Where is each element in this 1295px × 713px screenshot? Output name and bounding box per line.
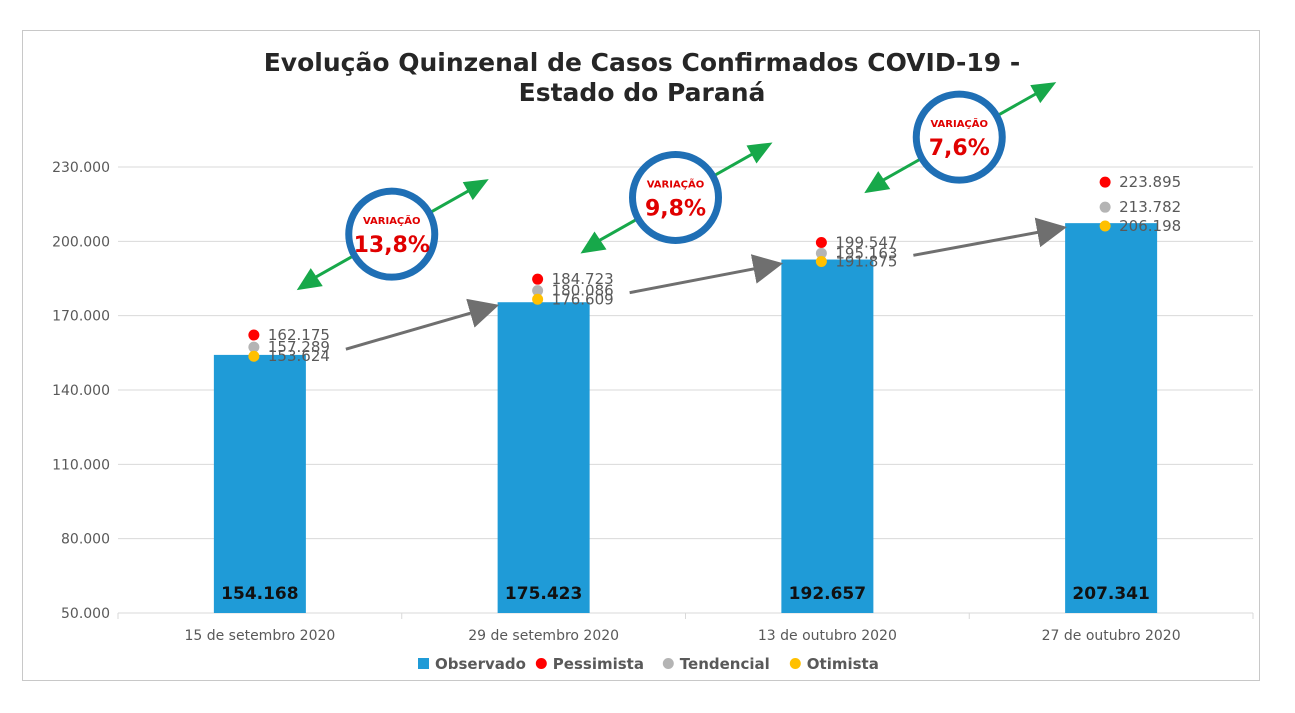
variation-title: VARIAÇÃO (647, 177, 705, 190)
chart-svg: Evolução Quinzenal de Casos Confirmados … (52, 48, 1254, 673)
bar-observado (781, 259, 874, 613)
chart-title: Evolução Quinzenal de Casos Confirmados … (264, 48, 1021, 77)
chart-subtitle: Estado do Paraná (519, 78, 766, 107)
variation-arrow-tail (296, 268, 323, 291)
y-tick-label: 230.000 (52, 160, 110, 176)
bar-observado (497, 302, 590, 613)
variation-value: 13,8% (354, 233, 430, 258)
point-tendencial (815, 247, 827, 259)
point-label-otimista: 191.875 (835, 252, 897, 270)
bar-value-label: 192.657 (789, 584, 866, 604)
y-tick-label: 200.000 (52, 234, 110, 250)
legend-swatch-pessimista (535, 658, 547, 669)
point-label-tendencial: 180.086 (552, 282, 614, 300)
point-otimista (532, 293, 544, 305)
chart-frame: Evolução Quinzenal de Casos Confirmados … (22, 30, 1260, 681)
legend-label-pessimista: Pessimista (553, 655, 644, 673)
y-tick-label: 80.000 (61, 532, 110, 548)
variation-value: 9,8% (645, 196, 706, 221)
x-tick-label: 13 de outubro 2020 (758, 628, 897, 644)
legend-label-otimista: Otimista (807, 655, 879, 673)
legend-swatch-observado (418, 658, 429, 669)
variation-circle (912, 90, 1006, 184)
bar-value-label: 207.341 (1072, 584, 1149, 604)
variation-arrow-head (746, 142, 773, 164)
variation-title: VARIAÇÃO (930, 117, 988, 130)
point-label-pessimista: 162.175 (268, 326, 330, 344)
variation-title: VARIAÇÃO (363, 214, 421, 227)
variation-annotation: VARIAÇÃO 9,8% (580, 142, 773, 254)
trend-arrows (345, 217, 1067, 351)
variation-arrow-tail (580, 231, 607, 254)
bar-value-labels: 154.168 175.423 192.657 207.341 (221, 584, 1150, 604)
y-axis-ticks: 50.000 80.000 110.000 140.000 170.000 200.000… (52, 160, 110, 622)
legend-label-tendencial: Tendencial (680, 655, 770, 673)
legend-swatch-tendencial (662, 658, 674, 669)
point-label-otimista: 206.198 (1119, 217, 1181, 235)
point-label-pessimista: 199.547 (835, 233, 897, 251)
trend-arrow (913, 217, 1067, 257)
point-label-pessimista: 184.723 (552, 270, 614, 288)
bar-value-label: 154.168 (221, 584, 298, 604)
point-tendencial (532, 285, 544, 297)
point-tendencial (1099, 201, 1111, 213)
variation-arrow-head (462, 179, 489, 201)
variation-value: 7,6% (929, 136, 990, 161)
point-label-otimista: 153.624 (268, 347, 330, 365)
bar-value-label: 175.423 (505, 584, 582, 604)
variation-circle (345, 187, 439, 281)
point-tendencial (248, 341, 260, 353)
x-axis-ticks: 15 de setembro 2020 29 de setembro 2020 13… (184, 628, 1180, 644)
point-otimista (248, 350, 260, 362)
point-pessimista (532, 273, 544, 285)
bar-observado (1065, 223, 1158, 613)
x-tick-label: 27 de outubro 2020 (1042, 628, 1181, 644)
x-tick-label: 15 de setembro 2020 (184, 628, 335, 644)
point-pessimista (248, 329, 260, 341)
trend-arrow (345, 298, 500, 351)
variation-arrow-head (1030, 82, 1057, 104)
y-tick-label: 110.000 (52, 457, 110, 473)
y-tick-label: 50.000 (61, 606, 110, 622)
bar-observado (213, 354, 306, 613)
scenario-points: 162.175 184.723 199.547 223.895 157.289 180.0… (248, 173, 1181, 365)
point-otimista (1099, 220, 1111, 232)
bars (213, 223, 1158, 613)
variation-annotation: VARIAÇÃO 7,6% (864, 82, 1057, 194)
trend-arrow (629, 254, 784, 295)
point-label-tendencial: 213.782 (1119, 198, 1181, 216)
variation-arrow-tail (864, 171, 891, 194)
point-pessimista (815, 236, 827, 248)
point-label-otimista: 176.609 (552, 290, 614, 308)
point-label-tendencial: 195.163 (835, 244, 897, 262)
legend-swatch-otimista (789, 658, 801, 669)
variation-circle (629, 150, 722, 244)
point-otimista (815, 255, 827, 267)
variation-annotations: VARIAÇÃO 13,8% VARIAÇÃO 9,8% VARIAÇÃO 7,6% (296, 82, 1057, 291)
x-tick-label: 29 de setembro 2020 (468, 628, 619, 644)
legend-label-observado: Observado (435, 655, 526, 673)
y-tick-label: 170.000 (52, 309, 110, 325)
point-pessimista (1099, 176, 1111, 188)
point-label-tendencial: 157.289 (268, 338, 330, 356)
point-label-pessimista: 223.895 (1119, 173, 1181, 191)
variation-annotation: VARIAÇÃO 13,8% (296, 179, 489, 291)
legend: Observado Pessimista Tendencial Otimista (418, 655, 879, 673)
y-tick-label: 140.000 (52, 383, 110, 399)
